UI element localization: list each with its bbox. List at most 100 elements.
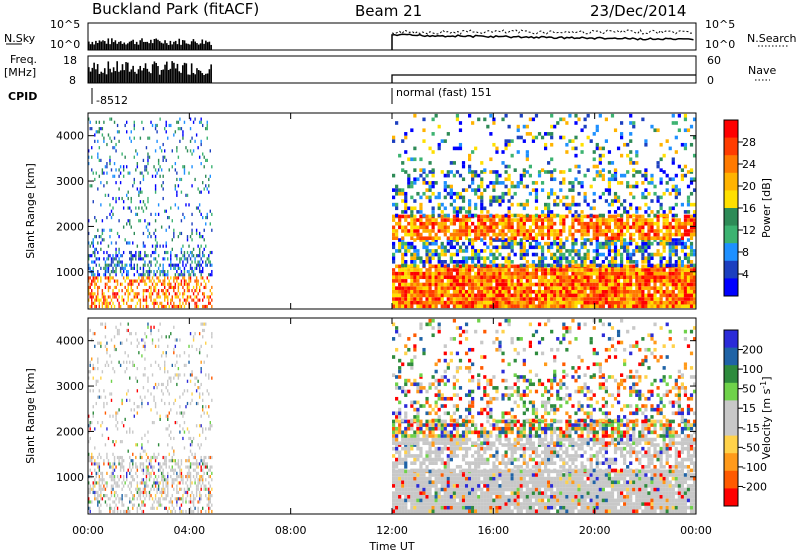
power-cell [683,289,688,294]
power-cell [528,214,532,219]
power-cell [195,206,198,210]
power-cell [677,164,681,169]
power-cell [461,271,466,276]
power-cell [422,275,426,280]
power-cell [586,249,590,253]
velocity-cell [176,478,178,482]
power-cell [115,285,117,290]
power-cell [598,218,602,222]
power-cell [115,292,117,296]
power-cell [525,252,529,257]
power-cell [635,260,639,264]
power-cell [525,304,529,309]
power-cell [170,254,172,258]
power-cell [683,128,688,133]
power-cell [653,229,657,233]
freq-bar [208,69,211,83]
power-cell [401,275,405,280]
velocity-cell [168,433,170,437]
velocity-cell [165,386,167,390]
nsky-tick-bottom: 10^0 [50,38,80,51]
power-cell [398,238,402,242]
power-cell [495,170,499,174]
velocity-cell [92,414,94,418]
power-cell [121,254,123,258]
power-cell [486,275,490,280]
power-cell [398,241,402,246]
power-cell [104,298,107,302]
power-cell [565,279,569,283]
power-cell [455,289,460,294]
power-cell [674,221,678,226]
power-cell [183,171,186,175]
power-cell [577,117,581,122]
power-cell [629,256,633,260]
freq-bar [96,64,99,83]
power-cell [635,249,639,253]
power-cell [568,300,572,305]
power-cell [419,286,423,290]
power-cell [407,300,411,305]
power-cell [525,238,529,242]
velocity-cell [141,509,143,514]
power-cell [198,203,201,207]
power-cell [677,275,681,280]
power-cell [589,275,593,280]
power-cell [422,213,426,218]
power-cell [159,279,161,283]
power-cell [620,232,624,237]
power-cell [401,139,405,143]
velocity-cell [148,462,151,466]
power-cell [119,260,122,264]
power-cell [419,260,423,264]
power-cell [434,264,438,269]
power-cell [547,210,551,214]
power-cell [200,282,202,286]
power-cell [443,213,447,218]
velocity-cell [165,335,167,339]
power-cell [464,245,469,250]
power-cell [139,266,142,270]
velocity-cell [151,465,154,469]
power-cell [206,295,208,299]
power-cell [474,146,478,151]
power-cell [189,273,192,277]
velocity-cell [176,338,178,342]
power-cell [464,282,469,287]
power-cell [477,286,481,290]
power-cell [138,292,140,296]
power-cell [182,273,184,277]
power-cell [553,191,557,196]
power-cell [464,293,469,298]
power-cell [668,293,672,298]
power-cell [103,136,105,140]
power-cell [115,200,117,204]
power-cell [129,222,131,226]
nsky-bar [199,43,202,50]
power-cell [613,297,618,301]
power-cell [665,297,669,301]
power-cell [610,241,615,246]
power-cell [434,282,438,287]
power-cell [422,304,426,309]
power-cell [595,241,599,246]
power-cell [504,304,508,309]
power-cell [516,286,520,290]
velocity-cell [97,455,99,460]
power-cell [668,271,672,276]
power-cell [416,297,420,301]
power-cell [446,263,450,268]
power-cell [209,263,211,267]
power-cell [550,232,554,237]
power-cell [525,199,529,203]
nsky-bar [89,44,92,50]
power-cell [392,135,396,140]
power-cell [653,279,657,283]
power-cell [443,225,447,230]
velocity-cell [92,376,94,380]
velocity-cell [104,481,107,485]
power-cell [513,264,517,269]
velocity-cell [179,487,181,491]
power-cell [97,228,99,232]
velocity-cell [129,465,131,469]
